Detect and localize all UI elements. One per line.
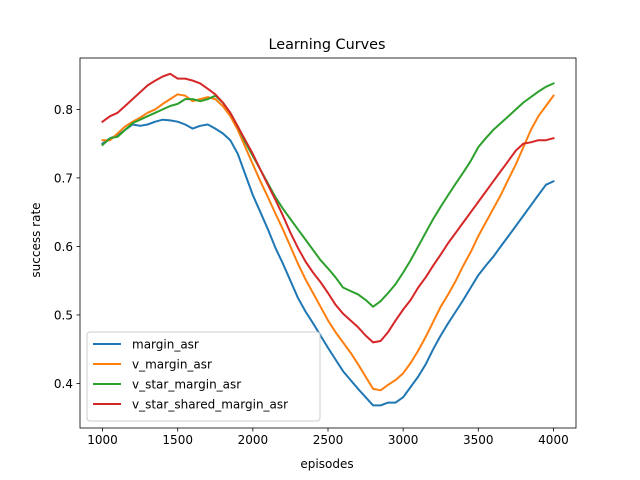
series-line-margin-asr bbox=[101, 118, 555, 407]
x-tick-label: 3500 bbox=[463, 433, 494, 447]
y-tick-label: 0.6 bbox=[54, 240, 73, 254]
x-axis-label: episodes bbox=[300, 457, 353, 471]
y-tick-label: 0.7 bbox=[54, 171, 73, 185]
y-axis-label: success rate bbox=[29, 202, 43, 277]
x-tick-label: 2500 bbox=[313, 433, 344, 447]
legend-label: v_star_margin_asr bbox=[132, 378, 241, 392]
series-line-v-star-shared-margin-asr bbox=[101, 72, 555, 344]
x-tick-label: 1500 bbox=[162, 433, 193, 447]
chart-title: Learning Curves bbox=[268, 37, 385, 53]
y-axis-ticks: 0.4 0.5 0.6 0.7 0.8 bbox=[54, 103, 80, 391]
x-tick-label: 4000 bbox=[538, 433, 569, 447]
legend-label: margin_asr bbox=[132, 338, 199, 352]
legend-label: v_star_shared_margin_asr bbox=[132, 398, 288, 412]
legend-box bbox=[86, 331, 321, 422]
legend: margin_asr v_margin_asr v_star_margin_asrv… bbox=[86, 331, 321, 422]
y-tick-label: 0.4 bbox=[54, 377, 73, 391]
x-axis-ticks: 1000 1500 2000 2500 3000 3500 4000 bbox=[87, 428, 569, 447]
legend-label: v_margin_asr bbox=[132, 358, 212, 372]
plot-lines bbox=[101, 72, 555, 407]
x-tick-label: 3000 bbox=[388, 433, 419, 447]
series-line-v-star-margin-asr bbox=[101, 82, 555, 308]
x-tick-label: 1000 bbox=[87, 433, 118, 447]
x-tick-label: 2000 bbox=[238, 433, 269, 447]
y-tick-label: 0.5 bbox=[54, 308, 73, 322]
y-tick-label: 0.8 bbox=[54, 103, 73, 117]
series-line-v-margin-asr bbox=[101, 93, 555, 392]
